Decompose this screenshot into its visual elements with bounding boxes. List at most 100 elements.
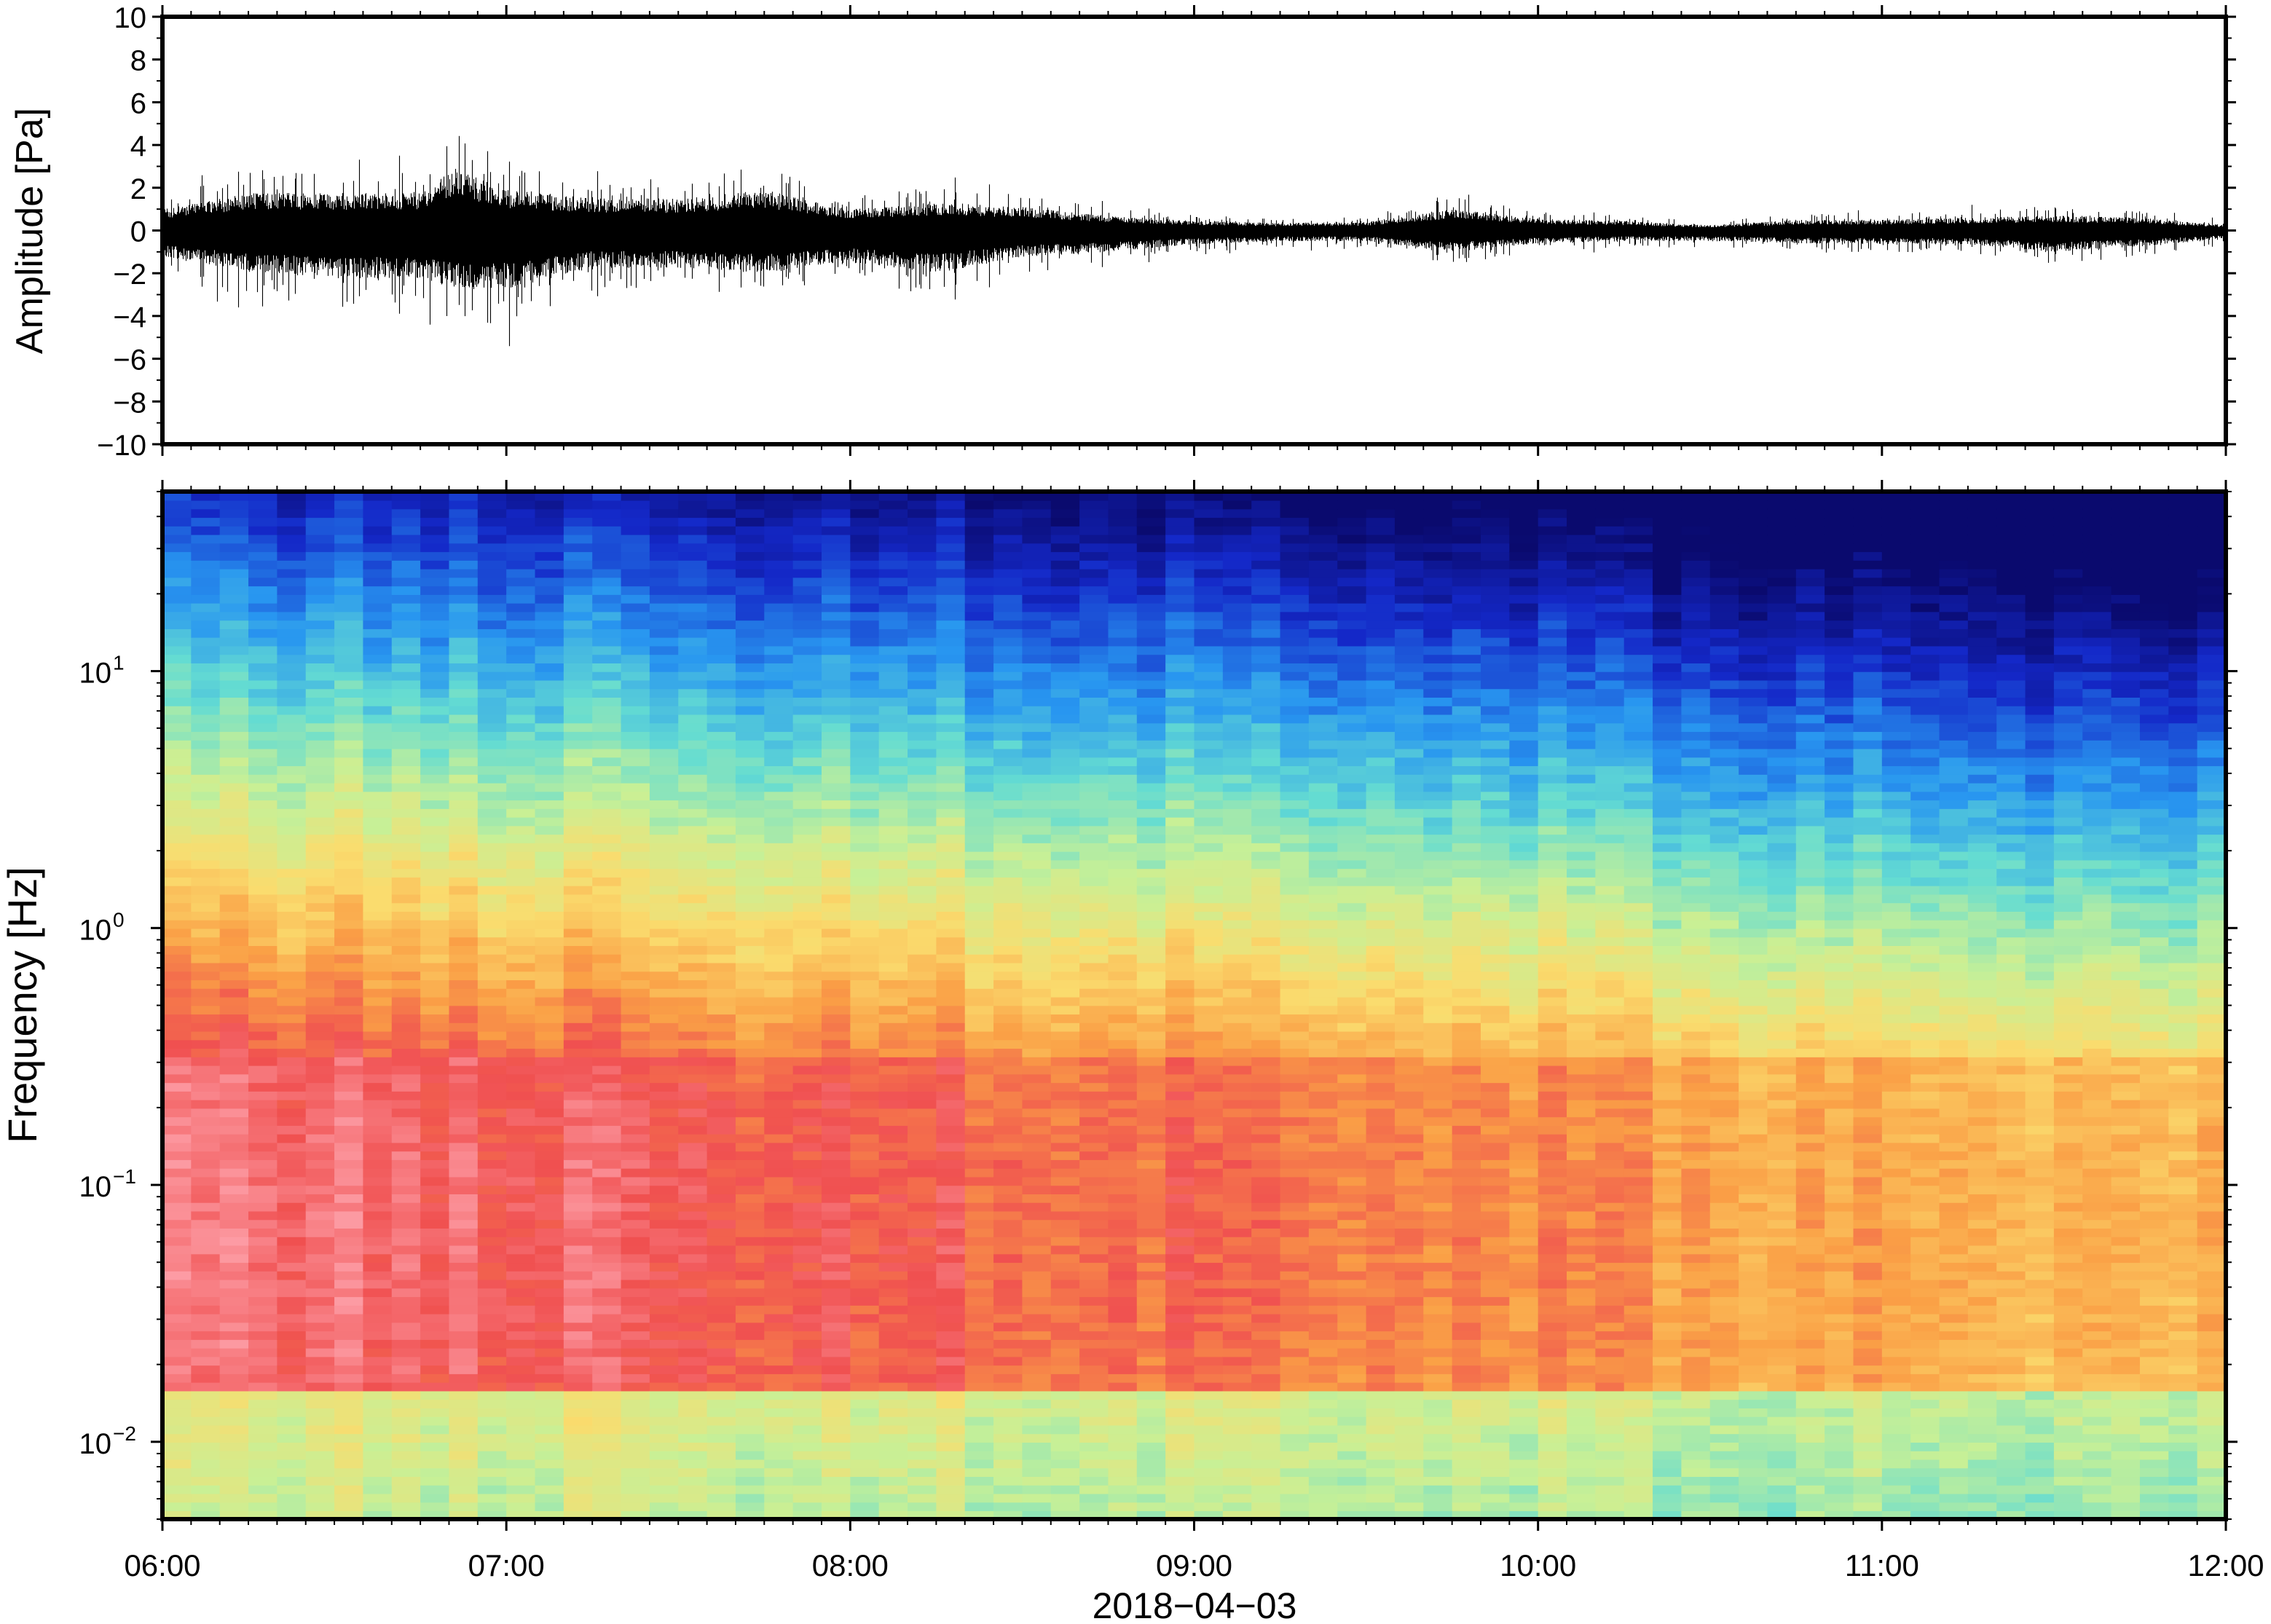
spectrogram-cell <box>334 1014 364 1023</box>
spectrogram-cell <box>1222 996 1252 1006</box>
spectrogram-cell <box>936 636 966 647</box>
spectrogram-cell <box>621 602 650 612</box>
spectrogram-cell <box>878 586 908 595</box>
spectrogram-cell <box>850 1014 880 1023</box>
spectrogram-cell <box>908 1408 937 1417</box>
spectrogram-cell <box>649 679 680 690</box>
spectrogram-cell <box>535 1339 564 1349</box>
spectrogram-cell <box>363 1510 393 1519</box>
spectrogram-cell <box>1280 1167 1310 1178</box>
spectrogram-cell <box>850 1253 880 1264</box>
spectrogram-cell <box>191 1065 221 1075</box>
spectrogram-cell <box>1108 1331 1138 1340</box>
spectrogram-cell <box>735 1373 765 1383</box>
spectrogram-cell <box>908 1459 937 1469</box>
spectrogram-cell <box>1280 1005 1310 1015</box>
spectrogram-cell <box>764 1510 794 1519</box>
spectrogram-cell <box>678 816 708 827</box>
spectrogram-cell <box>334 1381 364 1392</box>
spectrogram-cell <box>964 714 994 724</box>
spectrogram-cell <box>678 1167 708 1178</box>
spectrogram-cell <box>334 1356 364 1366</box>
spectrogram-cell <box>964 586 994 595</box>
spectrogram-cell <box>1050 671 1080 681</box>
spectrogram-cell <box>1251 1065 1281 1075</box>
spectrogram-cell <box>821 663 851 672</box>
spectrogram-cell <box>420 500 450 510</box>
spectrogram-cell <box>621 628 650 638</box>
spectrogram-cell <box>1251 1381 1281 1392</box>
spectrogram-cell <box>1165 1339 1195 1349</box>
spectrogram-cell <box>1079 1493 1109 1503</box>
spectrogram-cell <box>1022 1502 1052 1512</box>
spectrogram-cell <box>219 834 249 843</box>
spectrogram-cell <box>1108 1450 1138 1460</box>
spectrogram-cell <box>908 1339 937 1349</box>
spectrogram-cell <box>1251 748 1281 758</box>
spectrogram-cell <box>1050 1194 1080 1203</box>
spectrogram-cell <box>649 526 680 535</box>
spectrogram-cell <box>592 1159 622 1169</box>
spectrogram-cell <box>1108 645 1138 655</box>
spectrogram-cell <box>1165 1356 1195 1366</box>
spectrogram-cell <box>1050 577 1080 587</box>
spectrogram-cell <box>1022 1381 1052 1392</box>
spectrogram-cell <box>764 611 794 621</box>
spectrogram-cell <box>878 1082 908 1092</box>
spectrogram-cell <box>936 1442 966 1451</box>
spectrogram-cell <box>391 1279 421 1289</box>
spectrogram-cell <box>477 748 507 758</box>
spectrogram-cell <box>305 1159 335 1169</box>
spectrogram-cell <box>821 1347 851 1357</box>
spectrogram-cell <box>1022 551 1052 561</box>
spectrogram-cell <box>678 988 708 998</box>
spectrogram-cell <box>1022 645 1052 655</box>
spectrogram-cell <box>792 834 822 843</box>
spectrogram-cell <box>563 1296 594 1306</box>
spectrogram-cell <box>821 868 851 878</box>
spectrogram-cell <box>792 1510 822 1519</box>
spectrogram-cell <box>334 620 364 629</box>
spectrogram-cell <box>535 911 564 921</box>
spectrogram-cell <box>964 1125 994 1135</box>
spectrogram-cell <box>391 1262 421 1272</box>
spectrogram-cell <box>449 739 479 749</box>
spectrogram-cell <box>649 1099 680 1109</box>
spectrogram-cell <box>1280 739 1310 749</box>
spectrogram-cell <box>449 979 479 989</box>
spectrogram-cell <box>764 825 794 835</box>
spectrogram-cell <box>506 1262 536 1272</box>
spectrogram-cell <box>678 645 708 655</box>
spectrogram-cell <box>219 705 249 715</box>
spectrogram-cell <box>563 1416 594 1426</box>
spectrogram-cell <box>506 560 536 569</box>
spectrogram-cell <box>248 739 278 749</box>
spectrogram-cell <box>678 1151 708 1160</box>
spectrogram-cell <box>334 543 364 553</box>
spectrogram-cell <box>707 928 736 938</box>
spectrogram-cell <box>707 636 736 647</box>
spectrogram-cell <box>363 1133 393 1143</box>
spectrogram-cell <box>936 1167 966 1178</box>
spectrogram-cell <box>592 859 622 870</box>
spectrogram-cell <box>248 697 278 706</box>
spectrogram-cell <box>592 945 622 955</box>
spectrogram-cell <box>277 705 307 715</box>
spectrogram-cell <box>792 1339 822 1349</box>
spectrogram-cell <box>850 757 880 767</box>
spectrogram-cell <box>391 928 421 938</box>
spectrogram-cell <box>563 1073 594 1084</box>
spectrogram-cell <box>1222 1313 1252 1323</box>
spectrogram-cell <box>764 1322 794 1332</box>
spectrogram-cell <box>735 1356 765 1366</box>
spectrogram-cell <box>964 1347 994 1357</box>
spectrogram-cell <box>1222 1065 1252 1075</box>
spectrogram-cell <box>964 1048 994 1057</box>
spectrogram-cell <box>908 1305 937 1314</box>
spectrogram-cell <box>449 945 479 955</box>
spectrogram-cell <box>277 568 307 578</box>
spectrogram-cell <box>707 679 736 690</box>
spectrogram-cell <box>936 543 966 553</box>
spectrogram-cell <box>563 568 594 578</box>
spectrogram-cell <box>821 1073 851 1084</box>
